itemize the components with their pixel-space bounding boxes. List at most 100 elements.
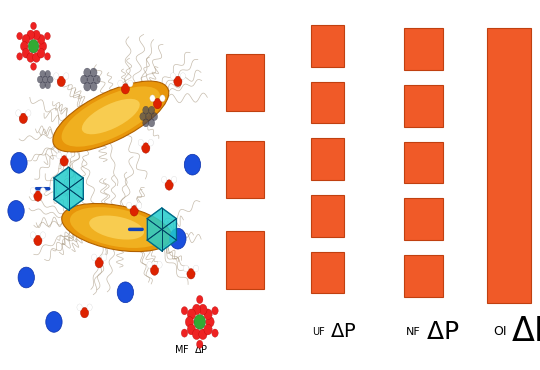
Polygon shape [147,208,177,251]
Bar [226,231,264,289]
Bar [404,142,443,183]
Circle shape [148,106,155,114]
Circle shape [53,73,59,80]
Circle shape [90,68,97,77]
Bar [226,141,264,198]
Circle shape [87,75,94,84]
Circle shape [197,340,203,349]
Circle shape [161,176,167,183]
Circle shape [150,95,155,102]
Circle shape [181,329,188,337]
Circle shape [31,63,37,70]
Circle shape [148,139,153,146]
Circle shape [19,113,28,124]
Circle shape [80,75,87,84]
Circle shape [187,309,195,320]
Circle shape [40,232,45,239]
Circle shape [87,304,92,311]
Bar [310,25,345,67]
Circle shape [43,76,48,83]
Bar [310,195,345,237]
Bar [404,28,443,70]
Circle shape [48,76,53,83]
Circle shape [39,41,46,51]
Text: $\Delta$P: $\Delta$P [511,315,540,348]
Circle shape [172,176,177,183]
Circle shape [17,53,23,60]
Circle shape [187,324,195,335]
Circle shape [170,73,176,80]
Text: $\Delta$P: $\Delta$P [426,320,460,343]
Circle shape [212,329,218,337]
Circle shape [11,152,27,173]
Circle shape [151,265,159,275]
Circle shape [18,267,35,288]
Circle shape [40,70,45,77]
Text: $\Delta$P: $\Delta$P [330,322,356,341]
Circle shape [187,269,195,279]
Circle shape [160,95,165,102]
Circle shape [181,307,188,315]
Circle shape [66,152,72,159]
Bar [310,252,345,293]
Circle shape [138,139,144,146]
Circle shape [32,30,40,40]
Circle shape [37,34,45,44]
Circle shape [117,282,133,303]
Circle shape [44,32,50,40]
Circle shape [22,34,30,44]
Circle shape [180,73,186,80]
Circle shape [46,312,62,332]
Circle shape [21,41,28,51]
Circle shape [84,68,91,77]
Text: NF: NF [406,326,421,337]
Text: UF: UF [312,326,325,337]
Circle shape [184,154,201,175]
Circle shape [80,307,89,318]
Circle shape [57,76,65,87]
Circle shape [197,295,203,303]
Circle shape [60,156,68,166]
Circle shape [37,48,45,58]
Circle shape [170,228,186,249]
Circle shape [174,76,182,87]
Circle shape [64,73,69,80]
Circle shape [199,304,207,315]
Text: OI: OI [493,325,507,338]
Circle shape [8,201,24,221]
Bar [404,255,443,297]
Ellipse shape [82,99,140,134]
Circle shape [192,304,201,315]
Circle shape [102,254,107,261]
Circle shape [16,110,21,117]
Circle shape [194,314,206,329]
Circle shape [165,180,173,190]
Circle shape [151,112,158,121]
Bar [404,85,443,127]
Bar [487,28,531,303]
Ellipse shape [62,204,172,252]
Ellipse shape [70,207,163,248]
Circle shape [44,53,50,60]
Circle shape [31,22,37,30]
Circle shape [153,98,161,109]
Circle shape [184,265,188,272]
Circle shape [122,84,130,94]
Circle shape [30,232,36,239]
Bar [404,198,443,240]
Circle shape [95,258,103,268]
Circle shape [40,188,45,194]
Circle shape [77,304,82,311]
Circle shape [27,30,35,40]
Ellipse shape [53,81,168,152]
Circle shape [140,112,146,121]
Circle shape [199,329,207,340]
Circle shape [90,82,97,91]
Circle shape [185,317,194,327]
Circle shape [34,191,42,201]
Circle shape [143,106,149,114]
Circle shape [27,53,35,62]
Text: MF  $\Delta$P: MF $\Delta$P [173,343,208,354]
Bar [226,54,264,111]
Bar [310,82,345,123]
